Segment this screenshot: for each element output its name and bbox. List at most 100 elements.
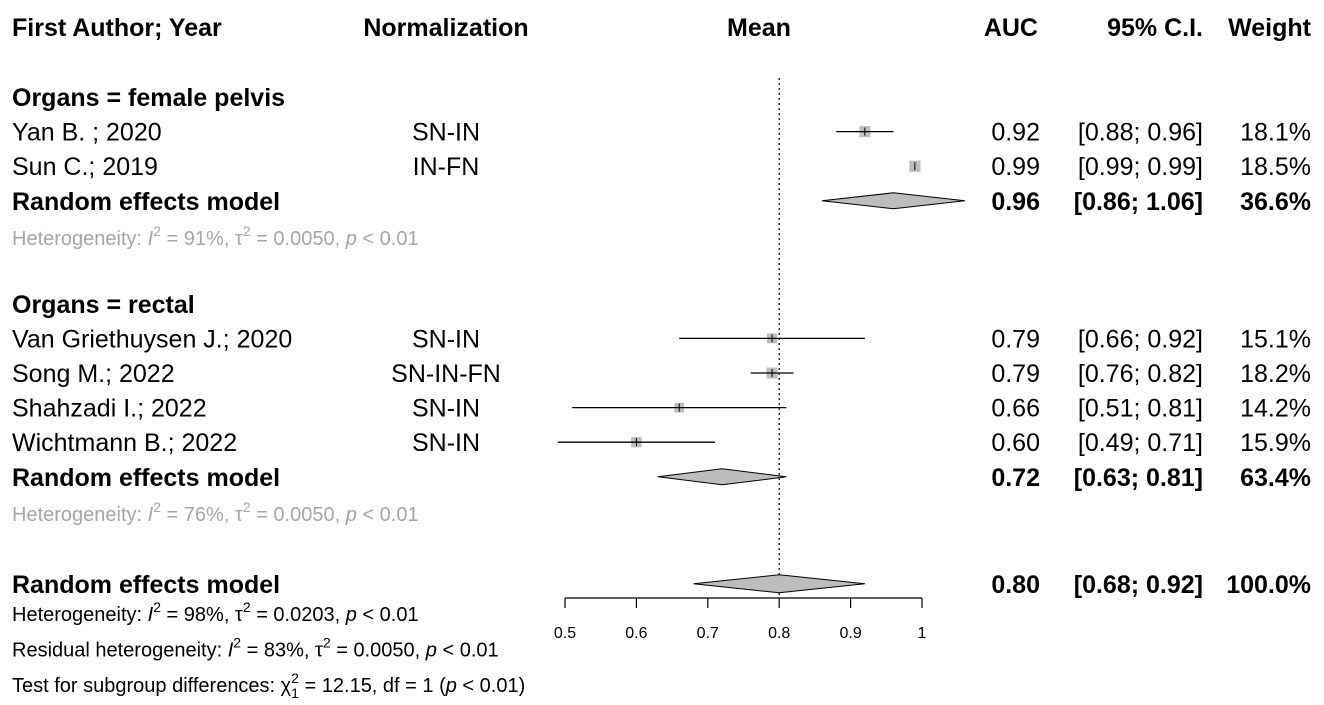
ci-value: [0.88; 0.96] xyxy=(1078,119,1203,147)
ci-value: [0.99; 0.99] xyxy=(1078,153,1203,181)
note-part: p xyxy=(345,504,357,526)
column-header: Mean xyxy=(727,14,791,42)
header: First Author; Year Normalization Mean AU… xyxy=(12,14,1312,42)
note-part: Heterogeneity: xyxy=(12,604,148,626)
x-tick-label: 0.6 xyxy=(625,625,647,642)
study-normalization: SN-IN xyxy=(412,119,480,147)
note-part: = 83%, τ xyxy=(241,640,323,662)
study-author: Song M.; 2022 xyxy=(12,360,175,388)
study-author: Sun C.; 2019 xyxy=(12,153,158,181)
note-part: p xyxy=(345,604,357,626)
study-normalization: SN-IN xyxy=(412,395,480,423)
column-header: 95% C.I. xyxy=(1107,14,1203,42)
study-normalization: SN-IN-FN xyxy=(391,360,501,388)
model-label: Random effects model xyxy=(12,188,280,216)
study-author: Shahzadi I.; 2022 xyxy=(12,395,207,423)
note-part: < 0.01) xyxy=(457,675,525,697)
note-part: 2 xyxy=(153,223,161,239)
column-header: AUC xyxy=(984,14,1038,42)
weight-value: 100.0% xyxy=(1226,571,1311,599)
weight-value: 15.9% xyxy=(1240,429,1311,457)
ci-value: [0.51; 0.81] xyxy=(1078,395,1203,423)
ci-value: [0.76; 0.82] xyxy=(1078,360,1203,388)
study-author: Wichtmann B.; 2022 xyxy=(12,429,237,457)
x-tick-label: 0.7 xyxy=(697,625,719,642)
note-part: < 0.01 xyxy=(437,640,499,662)
note-part: 2 xyxy=(153,599,161,615)
study-author: Van Griethuysen J.; 2020 xyxy=(12,325,292,353)
note: Heterogeneity: I2 = 76%, τ2 = 0.0050, p … xyxy=(12,499,419,526)
weight-value: 15.1% xyxy=(1240,325,1311,353)
note-part: p xyxy=(425,640,437,662)
study-author: Yan B. ; 2020 xyxy=(12,119,162,147)
overall-label: Random effects model xyxy=(12,571,280,599)
note-part: = 91%, τ xyxy=(161,228,243,250)
x-tick-label: 0.9 xyxy=(839,625,861,642)
note-part: I xyxy=(228,640,234,662)
weight-value: 18.1% xyxy=(1240,119,1311,147)
note-part: = 0.0050, xyxy=(251,504,346,526)
note-part: 2 xyxy=(233,635,241,651)
column-header: Weight xyxy=(1228,14,1312,42)
note-part: = 76%, τ xyxy=(161,504,243,526)
diamond xyxy=(821,192,965,210)
note-part: = 0.0050, xyxy=(251,228,346,250)
auc-value: 0.79 xyxy=(991,325,1040,353)
note-part: = 0.0203, xyxy=(251,604,346,626)
note-part: < 0.01 xyxy=(357,604,419,626)
note-part: = 12.15, df = 1 ( xyxy=(299,675,446,697)
weight-value: 63.4% xyxy=(1240,464,1311,492)
group-title: Organs = rectal xyxy=(12,291,195,319)
study-normalization: SN-IN xyxy=(412,325,480,353)
group-title: Organs = female pelvis xyxy=(12,84,285,112)
x-tick-label: 1 xyxy=(918,625,927,642)
note-part: Heterogeneity: xyxy=(12,504,148,526)
weight-value: 14.2% xyxy=(1240,395,1311,423)
column-header: Normalization xyxy=(363,14,528,42)
auc-value: 0.72 xyxy=(991,464,1040,492)
note-part: 2 xyxy=(323,635,331,651)
note-part: Test for subgroup differences: χ xyxy=(12,675,292,697)
ci-value: [0.66; 0.92] xyxy=(1078,325,1203,353)
note-part: I xyxy=(148,228,154,250)
note-part: = 0.0050, xyxy=(331,640,426,662)
weight-value: 18.2% xyxy=(1240,360,1311,388)
note-part: I xyxy=(148,504,154,526)
auc-value: 0.66 xyxy=(991,395,1040,423)
ci-value: [0.68; 0.92] xyxy=(1074,571,1203,599)
diamond xyxy=(657,468,787,486)
note-part: p xyxy=(345,228,357,250)
note-part: 2 xyxy=(291,670,299,686)
auc-value: 0.80 xyxy=(991,571,1040,599)
note-part: Residual heterogeneity: xyxy=(12,640,228,662)
note-part: 2 xyxy=(243,223,251,239)
note-part: 2 xyxy=(153,499,161,515)
auc-value: 0.92 xyxy=(991,119,1040,147)
note: Heterogeneity: I2 = 91%, τ2 = 0.0050, p … xyxy=(12,223,419,250)
study-normalization: IN-FN xyxy=(413,153,480,181)
ci-value: [0.86; 1.06] xyxy=(1074,188,1203,216)
ci-value: [0.63; 0.81] xyxy=(1074,464,1203,492)
x-tick-label: 0.8 xyxy=(768,625,790,642)
note-part: < 0.01 xyxy=(357,228,419,250)
model-label: Random effects model xyxy=(12,464,280,492)
note: Residual heterogeneity: I2 = 83%, τ2 = 0… xyxy=(12,635,499,662)
weight-value: 18.5% xyxy=(1240,153,1311,181)
note-part: 1 xyxy=(291,685,299,700)
auc-value: 0.96 xyxy=(991,188,1040,216)
note-part: 2 xyxy=(243,499,251,515)
auc-value: 0.79 xyxy=(991,360,1040,388)
diamond xyxy=(693,574,865,594)
note-part: Heterogeneity: xyxy=(12,228,148,250)
study-normalization: SN-IN xyxy=(412,429,480,457)
ci-value: [0.49; 0.71] xyxy=(1078,429,1203,457)
x-tick-label: 0.5 xyxy=(554,625,576,642)
note: Test for subgroup differences: χ2 1 = 12.… xyxy=(12,670,525,700)
auc-value: 0.60 xyxy=(991,429,1040,457)
note-part: < 0.01 xyxy=(357,504,419,526)
auc-value: 0.99 xyxy=(991,153,1040,181)
column-header: First Author; Year xyxy=(12,14,222,42)
note-part: p xyxy=(445,675,457,697)
